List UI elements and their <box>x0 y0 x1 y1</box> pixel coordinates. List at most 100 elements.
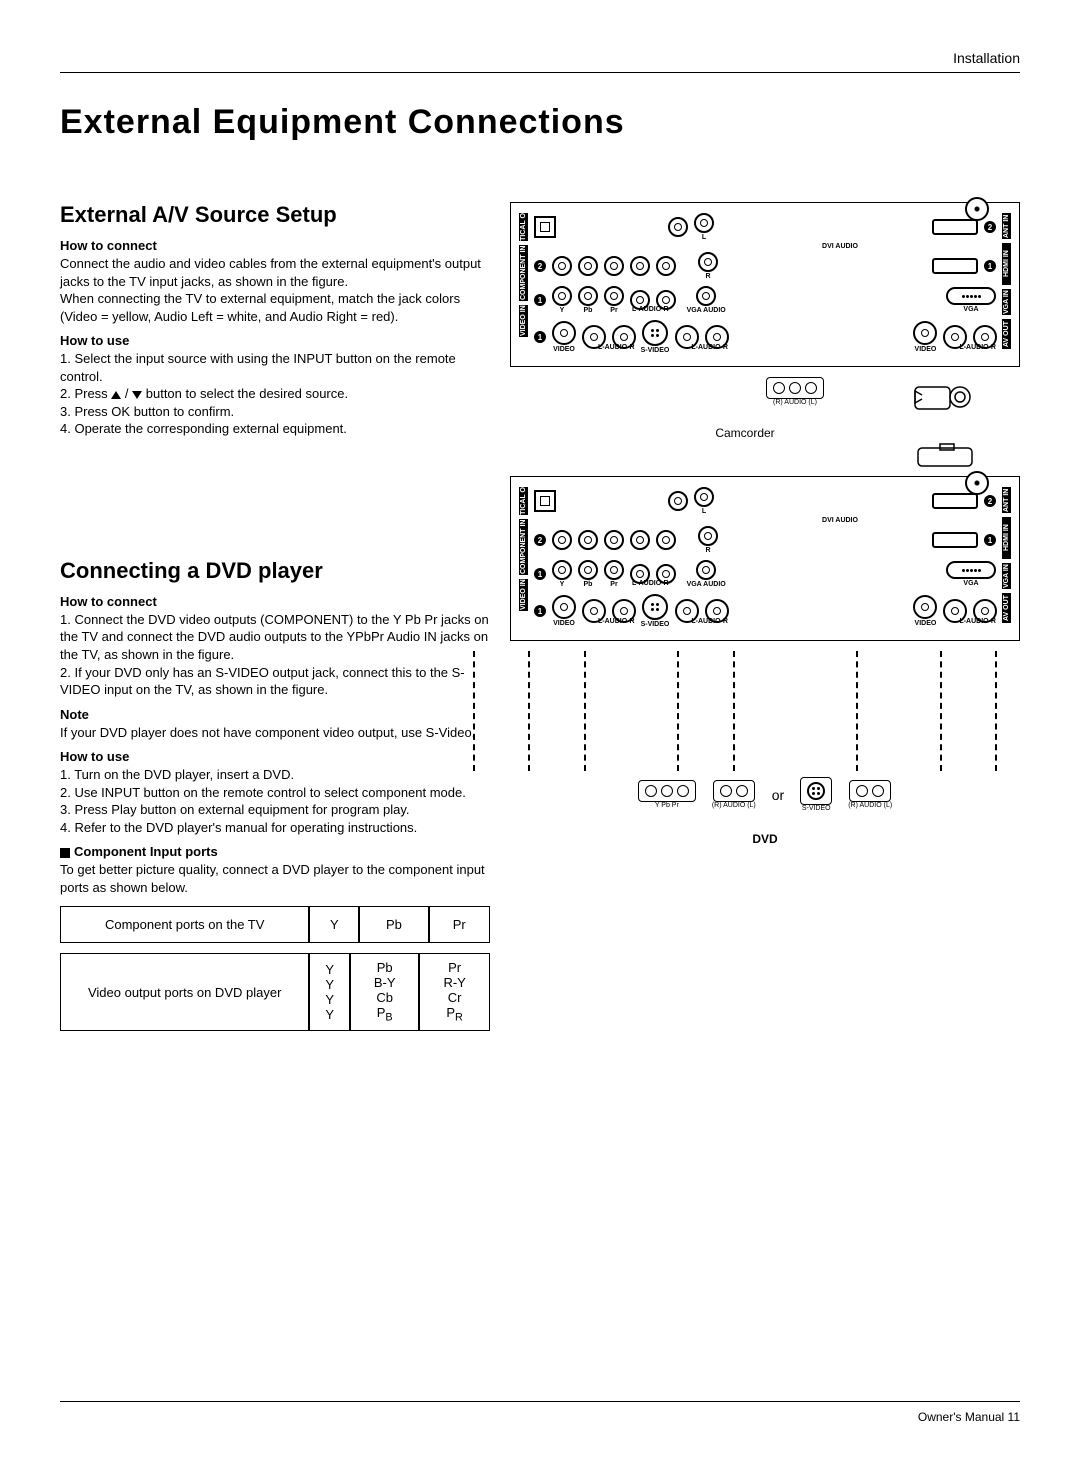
dvd-plugs-row: Y Pb Pr (R) AUDIO (L) or S-VIDEO (R) AU <box>510 777 1020 812</box>
av-plug-strip <box>766 377 824 399</box>
dvd-c2: Pb B-Y Cb PB <box>350 953 419 1031</box>
comp-jack <box>578 256 598 276</box>
dvd-c3: Pr R-Y Cr PR <box>419 953 490 1031</box>
av-use-heading: How to use <box>60 333 490 348</box>
av-use-3: 3. Press OK button to confirm. <box>60 403 490 421</box>
comp-jack <box>630 530 650 550</box>
pr-jack <box>604 286 624 306</box>
av-connect-p2: When connecting the TV to external equip… <box>60 290 490 325</box>
header-section: Installation <box>60 50 1020 73</box>
comp-jack <box>578 530 598 550</box>
num-1-icon: 1 <box>984 260 996 272</box>
pb-jack <box>578 286 598 306</box>
down-arrow-icon <box>132 391 142 399</box>
audio-plug-strip-2 <box>849 780 891 802</box>
av-out-label: AV OUT <box>1002 319 1011 349</box>
ant-in-label: ANT IN <box>1002 487 1011 513</box>
av-use-4: 4. Operate the corresponding external eq… <box>60 420 490 438</box>
jack <box>668 217 688 237</box>
plug-icon <box>789 382 801 394</box>
svideo-plug <box>800 777 832 805</box>
optical-jack <box>534 490 556 512</box>
dvd-note-heading: Note <box>60 707 490 722</box>
tv-col-y: Y <box>309 906 359 943</box>
vga-port <box>946 287 996 305</box>
dvd-use-4: 4. Refer to the DVD player's manual for … <box>60 819 490 837</box>
num-1-icon: 1 <box>534 294 546 306</box>
num-2-icon: 2 <box>534 260 546 272</box>
video-in-label: VIDEO IN <box>519 579 528 611</box>
dvi-audio-label: DVI AUDIO <box>684 243 996 250</box>
dvd-use-2: 2. Use INPUT button on the remote contro… <box>60 784 490 802</box>
dvd-ports-table: Video output ports on DVD player Y Y Y Y… <box>60 953 490 1031</box>
camcorder-icon <box>910 377 980 417</box>
tv-col-pb: Pb <box>359 906 428 943</box>
pb-jack <box>578 560 598 580</box>
dvd-use-1: 1. Turn on the DVD player, insert a DVD. <box>60 766 490 784</box>
videogame-icon <box>910 440 980 474</box>
av-use-2: 2. Press / button to select the desired … <box>60 385 490 403</box>
dvi-r-jack <box>698 252 718 272</box>
component-ports-heading: Component Input ports <box>60 844 490 859</box>
optical-out-label: OPTICAL OUT <box>519 213 528 241</box>
vga-audio-jack <box>696 286 716 306</box>
plug-icon <box>773 382 785 394</box>
video-in-label: VIDEO IN <box>519 305 528 337</box>
comp-jack <box>604 530 624 550</box>
diagram-column: OPTICAL OUT COMPONENT IN VIDEO IN L 2 <box>510 202 1020 1061</box>
dvd-use-heading: How to use <box>60 749 490 764</box>
vga-audio-jack <box>696 560 716 580</box>
plug-icon <box>805 382 817 394</box>
dvd-table-label: Video output ports on DVD player <box>60 953 309 1031</box>
ant-jack <box>965 471 989 495</box>
dvd-connect-heading: How to connect <box>60 594 490 609</box>
tv-table-label: Component ports on the TV <box>60 906 309 943</box>
audio-plug-strip <box>713 780 755 802</box>
comp-jack <box>552 256 572 276</box>
page-footer: Owner's Manual 11 <box>60 1401 1020 1424</box>
text-column: External A/V Source Setup How to connect… <box>60 202 490 1061</box>
dvd-use-3: 3. Press Play button on external equipme… <box>60 801 490 819</box>
pr-jack <box>604 560 624 580</box>
dvi-l-jack <box>694 213 714 233</box>
ant-jack <box>965 197 989 221</box>
tv-ports-table: Component ports on the TV Y Pb Pr <box>60 906 490 943</box>
av-use-1: 1. Select the input source with using th… <box>60 350 490 385</box>
avout-jack <box>913 595 937 619</box>
hdmi-in-label: HDMI IN <box>1002 243 1011 285</box>
comp-jack <box>656 530 676 550</box>
comp-jack <box>656 256 676 276</box>
tv-back-panel-1: OPTICAL OUT COMPONENT IN VIDEO IN L 2 <box>510 202 1020 367</box>
vga-in-label: VGA IN <box>1002 563 1011 589</box>
component-tables: Component ports on the TV Y Pb Pr Video … <box>60 906 490 1031</box>
component-in-label: COMPONENT IN <box>519 519 528 575</box>
optical-out-label: OPTICAL OUT <box>519 487 528 515</box>
dvi-r-jack <box>698 526 718 546</box>
tv-back-panel-2: OPTICAL OUT COMPONENT IN VIDEO IN L 2 DV… <box>510 476 1020 641</box>
jack <box>668 491 688 511</box>
y-jack <box>552 560 572 580</box>
num-1-icon: 1 <box>534 331 546 343</box>
vga-port <box>946 561 996 579</box>
dvd-note-p: If your DVD player does not have compone… <box>60 724 490 742</box>
dvd-c1: Y Y Y Y <box>309 953 350 1031</box>
component-ports-p: To get better picture quality, connect a… <box>60 861 490 896</box>
svideo-jack <box>642 594 668 620</box>
dvd-heading: Connecting a DVD player <box>60 558 490 584</box>
dvd-caption: DVD <box>510 832 1020 846</box>
avout-video-jack <box>913 321 937 345</box>
page-title: External Equipment Connections <box>60 103 1020 142</box>
ant-in-label: ANT IN <box>1002 213 1011 239</box>
component-plug-strip <box>638 780 696 802</box>
tv-col-pr: Pr <box>429 906 490 943</box>
optical-jack <box>534 216 556 238</box>
svideo-jack <box>642 320 668 346</box>
component-in-label: COMPONENT IN <box>519 245 528 301</box>
dvi-l-jack <box>694 487 714 507</box>
cable-wires <box>450 651 1020 771</box>
video-jack <box>552 595 576 619</box>
av-setup-section: External A/V Source Setup How to connect… <box>60 202 490 438</box>
video-jack <box>552 321 576 345</box>
comp-jack <box>630 256 650 276</box>
av-out-label: AV OUT <box>1002 593 1011 623</box>
